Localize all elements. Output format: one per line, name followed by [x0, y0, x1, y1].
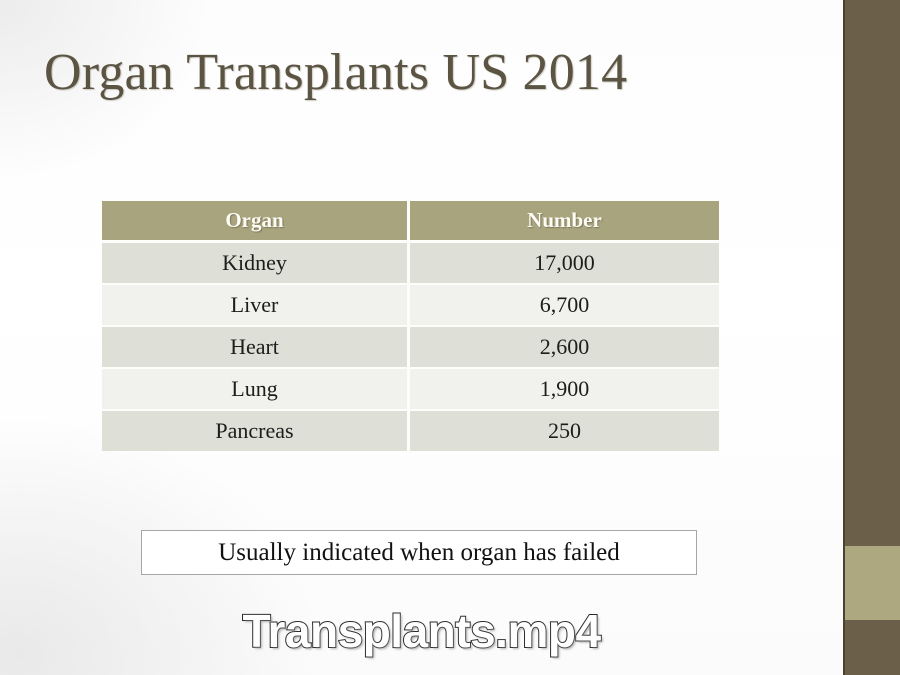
cell-organ: Kidney: [102, 243, 410, 285]
side-bar-segment-top: [845, 0, 900, 546]
side-bar-edge-line: [843, 0, 845, 675]
table-row: Liver 6,700: [102, 285, 719, 327]
decorative-side-bar: [843, 0, 900, 675]
cell-number: 1,900: [410, 369, 719, 411]
cell-number: 250: [410, 411, 719, 451]
caption-label: Usually indicated when organ has failed: [218, 538, 620, 566]
cell-organ: Pancreas: [102, 411, 410, 451]
column-header-number: Number: [410, 201, 719, 243]
slide-title: Organ Transplants US 2014: [44, 44, 628, 101]
caption-text-box: Usually indicated when organ has failed: [141, 530, 697, 575]
cell-number: 2,600: [410, 327, 719, 369]
organ-transplants-table: Organ Number Kidney 17,000 Liver 6,700 H…: [102, 201, 719, 451]
cell-number: 6,700: [410, 285, 719, 327]
table-row: Heart 2,600: [102, 327, 719, 369]
cell-number: 17,000: [410, 243, 719, 285]
cell-organ: Lung: [102, 369, 410, 411]
table-row: Pancreas 250: [102, 411, 719, 451]
video-file-label[interactable]: Transplants.mp4: [241, 604, 602, 658]
side-bar-segment-accent: [845, 546, 900, 620]
column-header-organ: Organ: [102, 201, 410, 243]
cell-organ: Heart: [102, 327, 410, 369]
table-row: Kidney 17,000: [102, 243, 719, 285]
table-header-row: Organ Number: [102, 201, 719, 243]
cell-organ: Liver: [102, 285, 410, 327]
table-row: Lung 1,900: [102, 369, 719, 411]
side-bar-segment-bottom: [845, 620, 900, 675]
